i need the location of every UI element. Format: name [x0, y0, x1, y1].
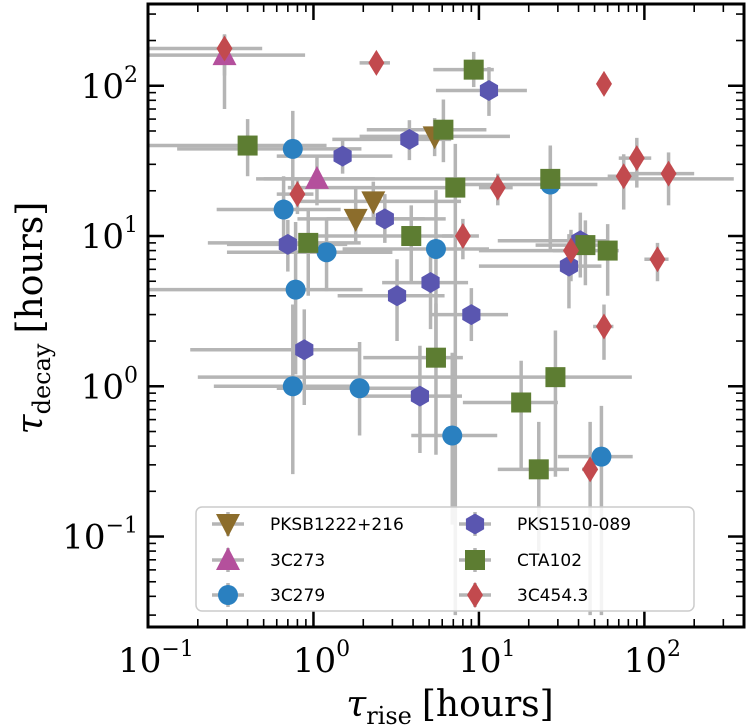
- y-tick-label: 101: [81, 213, 138, 257]
- legend-label: 3C279: [270, 586, 325, 606]
- legend-box: [195, 506, 695, 612]
- legend-entry-3c454-3: 3C454.3: [459, 582, 588, 608]
- plot-frame: [146, 2, 746, 629]
- data-point-3c279: [285, 279, 306, 300]
- data-point-pks1510-089: [479, 79, 499, 101]
- data-point-3c454-3: [615, 163, 632, 190]
- data-point-cta102: [540, 168, 561, 189]
- data-point-pks1510-089: [421, 272, 440, 294]
- data-point-3c279: [282, 138, 303, 159]
- data-point-cta102: [433, 119, 454, 140]
- legend-marker-3c279: [218, 585, 238, 605]
- data-point-cta102: [597, 240, 618, 261]
- data-point-3c454-3: [649, 246, 666, 273]
- data-point-3c454-3: [454, 223, 471, 250]
- legend-entry-cta102: CTA102: [459, 548, 582, 572]
- data-point-3c454-3: [595, 70, 612, 97]
- data-point-pks1510-089: [278, 233, 297, 255]
- x-tick-label: 102: [624, 637, 681, 681]
- data-point-3c279: [591, 446, 612, 467]
- y-axis-subscript: decay: [28, 343, 56, 414]
- x-axis-unit: [hours]: [422, 684, 554, 725]
- data-point-3c279: [273, 199, 294, 220]
- data-markers: [212, 35, 677, 483]
- data-point-3c454-3: [582, 456, 599, 483]
- data-point-3c279: [425, 238, 446, 259]
- legend-marker-3c454-3: [467, 582, 483, 608]
- legend-label: PKSB1222+216: [270, 515, 404, 535]
- data-point-pks1510-089: [295, 339, 314, 361]
- x-tick-label: 10−1: [118, 637, 194, 681]
- data-point-cta102: [511, 392, 532, 413]
- data-point-3c454-3: [368, 49, 385, 76]
- legend-label: CTA102: [517, 551, 582, 571]
- legend-marker-cta102: [465, 550, 485, 570]
- data-point-3c454-3: [216, 35, 233, 62]
- data-point-3c454-3: [595, 313, 612, 340]
- legend-label: PKS1510-089: [517, 515, 631, 535]
- legend-entry-3c273: 3C273: [212, 547, 325, 572]
- data-point-3c279: [442, 425, 463, 446]
- data-point-cta102: [463, 59, 484, 80]
- data-point-3c273: [304, 165, 329, 189]
- legend-marker-pks1510-089: [465, 513, 485, 535]
- x-axis-subscript: rise: [366, 702, 412, 727]
- y-axis-label: τdecay [hours]: [10, 202, 56, 435]
- x-tick-label: 101: [458, 637, 515, 681]
- data-point-pks1510-089: [400, 128, 419, 150]
- x-axis-symbol: τ: [346, 684, 367, 725]
- data-point-cta102: [237, 135, 258, 156]
- data-point-pks1510-089: [387, 285, 407, 307]
- data-point-cta102: [445, 177, 466, 198]
- data-point-3c454-3: [489, 174, 506, 201]
- data-point-3c454-3: [562, 237, 579, 264]
- legend-marker-3c273: [216, 547, 240, 570]
- legend-entry-3c279: 3C279: [212, 583, 325, 607]
- y-tick-label: 10−1: [62, 514, 138, 558]
- data-point-pks1510-089: [375, 208, 394, 230]
- legend-label: 3C454.3: [517, 586, 588, 606]
- data-point-3c454-3: [289, 181, 306, 208]
- data-point-pks1510-089: [410, 385, 430, 407]
- legend-marker-pksb1222-216: [216, 514, 240, 537]
- data-point-pks1510-089: [462, 304, 481, 326]
- data-point-cta102: [528, 459, 549, 480]
- y-axis-unit: [hours]: [10, 202, 51, 334]
- data-point-pks1510-089: [559, 255, 579, 277]
- data-point-cta102: [575, 235, 596, 256]
- data-point-3c279: [316, 242, 337, 263]
- data-point-pksb1222-216: [361, 191, 386, 215]
- legend-entry-pks1510-089: PKS1510-089: [459, 512, 631, 536]
- data-point-3c454-3: [628, 145, 645, 172]
- tick-labels: 10−1 100 101 102 10−1 100 101 102: [62, 63, 681, 681]
- data-point-3c454-3: [660, 160, 677, 187]
- data-point-cta102: [298, 232, 319, 253]
- y-tick-label: 102: [81, 63, 138, 107]
- x-tick-label: 100: [293, 637, 350, 681]
- y-axis-symbol: τ: [10, 413, 51, 434]
- data-point-pks1510-089: [333, 145, 352, 167]
- data-point-pksb1222-216: [343, 208, 368, 232]
- x-axis-label: τrise [hours]: [346, 684, 553, 727]
- y-tick-label: 100: [81, 363, 138, 407]
- data-point-cta102: [425, 347, 446, 368]
- legend: PKSB1222+216 3C273 3C279 PKS1510-089 CTA102 3…: [195, 506, 695, 612]
- data-point-cta102: [545, 367, 566, 388]
- data-point-3c279: [349, 378, 370, 399]
- data-point-cta102: [401, 226, 422, 247]
- data-point-3c279: [282, 376, 303, 397]
- legend-label: 3C273: [270, 551, 325, 571]
- legend-entry-pksb1222-216: PKSB1222+216: [212, 512, 404, 537]
